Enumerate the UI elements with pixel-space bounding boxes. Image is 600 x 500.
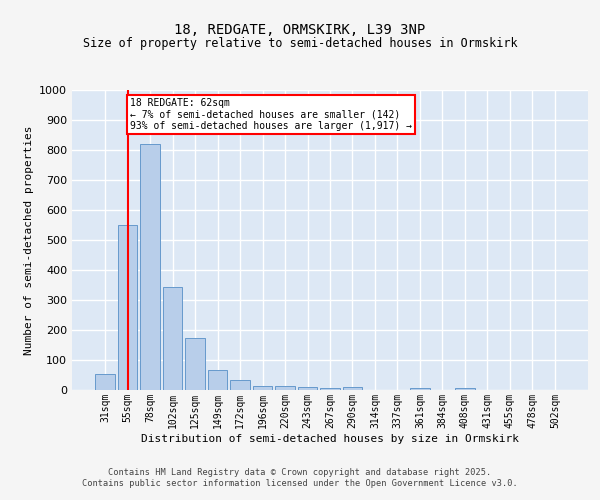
- Bar: [95, 374, 115, 390]
- Bar: [298, 387, 317, 390]
- Bar: [230, 380, 250, 390]
- Text: 18, REDGATE, ORMSKIRK, L39 3NP: 18, REDGATE, ORMSKIRK, L39 3NP: [175, 22, 425, 36]
- Bar: [253, 386, 272, 390]
- Text: Contains HM Land Registry data © Crown copyright and database right 2025.
Contai: Contains HM Land Registry data © Crown c…: [82, 468, 518, 487]
- Bar: [455, 388, 475, 390]
- Y-axis label: Number of semi-detached properties: Number of semi-detached properties: [23, 125, 34, 355]
- Bar: [320, 388, 340, 390]
- Bar: [185, 338, 205, 390]
- Bar: [410, 388, 430, 390]
- Text: Size of property relative to semi-detached houses in Ormskirk: Size of property relative to semi-detach…: [83, 38, 517, 51]
- Bar: [118, 225, 137, 390]
- Bar: [208, 370, 227, 390]
- Bar: [140, 144, 160, 390]
- Bar: [343, 387, 362, 390]
- Bar: [163, 286, 182, 390]
- Bar: [275, 386, 295, 390]
- X-axis label: Distribution of semi-detached houses by size in Ormskirk: Distribution of semi-detached houses by …: [141, 434, 519, 444]
- Text: 18 REDGATE: 62sqm
← 7% of semi-detached houses are smaller (142)
93% of semi-det: 18 REDGATE: 62sqm ← 7% of semi-detached …: [130, 98, 412, 130]
